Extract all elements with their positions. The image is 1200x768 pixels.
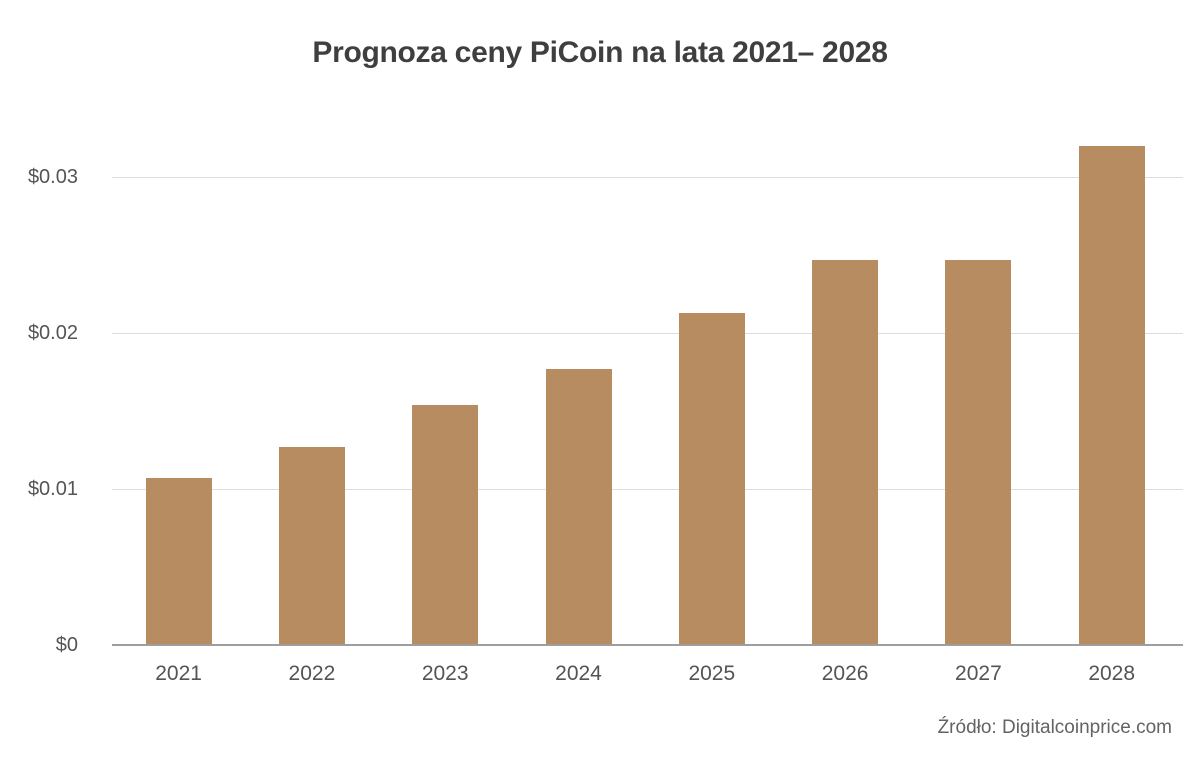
x-tick-label: 2025 (688, 662, 736, 685)
y-tick-label: $0.01 (27, 478, 78, 500)
chart-title: Prognoza ceny PiCoin na lata 2021– 2028 (312, 36, 888, 69)
y-tick-label: $0 (55, 634, 78, 656)
gridline (112, 176, 1183, 178)
source-caption: Źródło: Digitalcoinprice.com (937, 717, 1172, 738)
bar-2024 (545, 369, 612, 645)
bar-2027 (945, 260, 1012, 645)
gridline (112, 488, 1183, 490)
bar-2021 (145, 478, 212, 645)
x-tick-label: 2021 (155, 662, 202, 685)
bar-2025 (678, 313, 745, 645)
bar-2023 (412, 405, 479, 645)
x-tick-label: 2026 (821, 662, 869, 685)
x-tick-label: 2023 (421, 662, 469, 685)
bar-2022 (278, 447, 345, 645)
y-tick-label: $0.03 (27, 166, 78, 188)
x-tick-label: 2028 (1088, 662, 1136, 685)
x-tick-label: 2024 (555, 662, 602, 685)
bar-2028 (1078, 146, 1145, 645)
x-tick-label: 2027 (955, 662, 1002, 685)
x-tick-label: 2022 (288, 662, 336, 685)
x-axis-line (112, 644, 1183, 646)
gridline (112, 332, 1183, 334)
y-tick-label: $0.02 (27, 322, 78, 344)
bar-2026 (812, 260, 879, 645)
